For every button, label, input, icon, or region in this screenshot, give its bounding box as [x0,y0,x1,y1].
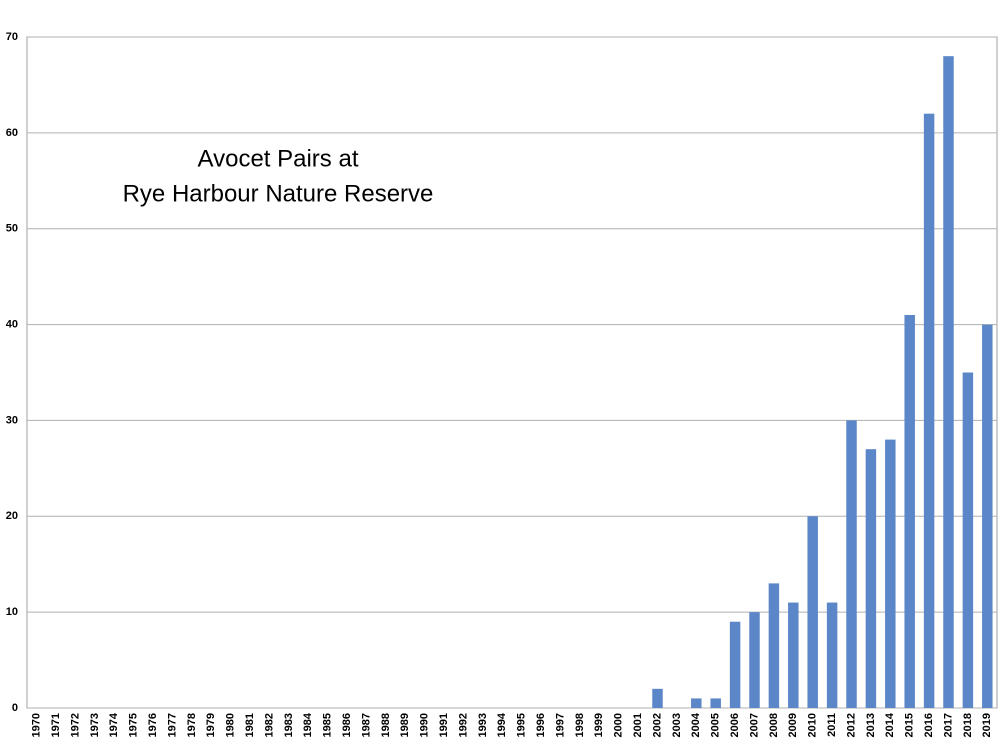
x-tick-label: 1996 [535,713,547,737]
x-tick-label: 1970 [31,713,43,737]
y-tick-label: 20 [6,510,18,522]
y-tick-label: 60 [6,127,18,139]
x-tick-label: 1993 [477,713,489,737]
bar [652,688,663,708]
bar [749,612,760,708]
x-tick-label: 1997 [554,713,566,737]
bar [962,372,974,708]
x-tick-label: 2011 [826,713,838,737]
x-tick-label: 1981 [244,713,256,737]
x-tick-label: 1999 [593,713,605,737]
bar [807,516,818,708]
x-tick-label: 1985 [322,713,334,737]
x-tick-label: 1986 [341,713,353,737]
x-tick-label: 2007 [748,713,760,737]
bar [904,314,915,708]
bar [885,439,896,708]
x-tick-label: 1984 [302,712,314,737]
y-tick-label: 0 [12,702,18,714]
x-tick-label: 2000 [613,713,625,737]
x-tick-label: 1991 [438,713,450,737]
y-tick-label: 10 [6,606,18,618]
x-tick-label: 1975 [128,713,140,737]
x-tick-label: 1998 [574,713,586,737]
x-tick-label: 1977 [166,713,178,737]
x-tick-label: 2016 [923,713,935,737]
y-tick-label: 40 [6,318,18,330]
bar [982,324,993,708]
x-tick-label: 1983 [283,713,295,737]
x-tick-label: 1994 [496,712,508,737]
x-tick-label: 2001 [632,713,644,737]
x-tick-label: 2017 [942,713,954,737]
x-tick-label: 1971 [50,713,62,737]
x-tick-label: 2004 [690,712,702,737]
x-tick-label: 1972 [69,713,81,737]
bar [846,420,857,708]
x-tick-label: 1990 [419,713,431,737]
x-tick-label: 1976 [147,713,159,737]
bar [710,698,721,708]
x-tick-label: 2010 [807,713,819,737]
x-tick-label: 1973 [89,713,101,737]
x-tick-label: 1979 [205,713,217,737]
bar [729,621,741,708]
bar [943,56,954,708]
y-tick-label: 50 [6,223,18,235]
bar [826,602,838,708]
x-tick-label: 2013 [865,713,877,737]
x-tick-label: 2019 [981,713,993,737]
x-tick-label: 1988 [380,713,392,737]
x-tick-label: 1992 [457,713,469,737]
y-tick-label: 70 [6,31,18,43]
x-tick-label: 1995 [516,713,528,737]
x-tick-label: 2008 [768,713,780,737]
x-tick-label: 2003 [671,713,683,737]
x-tick-label: 2015 [904,713,916,737]
x-tick-label: 2002 [651,713,663,737]
y-tick-label: 30 [6,414,18,426]
x-tick-label: 2009 [787,713,799,737]
x-tick-label: 1980 [225,713,237,737]
x-tick-label: 1989 [399,713,411,737]
x-tick-label: 2006 [729,713,741,737]
bar [691,698,702,708]
x-tick-label: 1982 [263,713,275,737]
x-tick-label: 2005 [710,713,722,737]
chart-title: Rye Harbour Nature Reserve [123,180,434,207]
bar [768,583,780,708]
x-tick-label: 1978 [186,713,198,737]
bar [923,113,935,708]
chart-title: Avocet Pairs at [198,145,359,172]
bar [788,602,799,708]
x-tick-label: 1974 [108,712,120,737]
x-tick-label: 2014 [884,712,896,737]
x-tick-label: 2018 [962,713,974,737]
bar [865,449,877,708]
x-tick-label: 2012 [845,713,857,737]
x-tick-label: 1987 [360,713,372,737]
